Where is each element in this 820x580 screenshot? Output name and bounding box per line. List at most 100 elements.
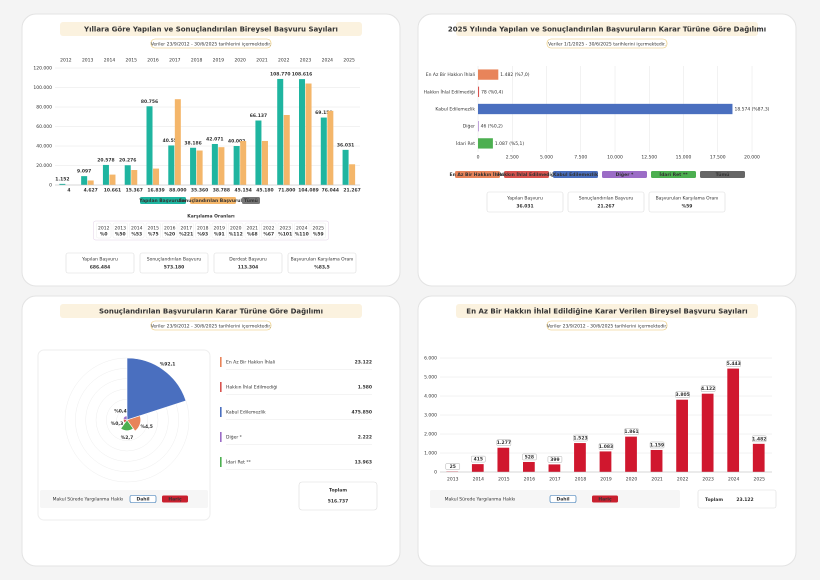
x-tick-label: 2022 xyxy=(278,58,290,64)
filter-button[interactable] xyxy=(130,495,156,503)
filter-button[interactable] xyxy=(162,495,188,503)
bar xyxy=(233,145,240,185)
ratio-cell xyxy=(211,222,227,239)
legend-button[interactable] xyxy=(602,171,647,178)
value-label: 46 (%0,2) xyxy=(481,124,503,130)
ratio-value: %20 xyxy=(164,232,175,238)
ratio-cell xyxy=(162,222,178,239)
polar-segment xyxy=(120,419,134,431)
value-label-box xyxy=(496,439,512,446)
summary-label: Sonuçlandırılan Başvuru xyxy=(579,196,634,202)
value-label: 38.788 xyxy=(213,188,230,194)
ratio-cell xyxy=(310,222,326,239)
filter-button[interactable] xyxy=(550,495,576,503)
value-label-box xyxy=(522,453,537,461)
value-label: %2,7 xyxy=(121,435,133,441)
value-label: 4.627 xyxy=(84,188,98,194)
title-bar xyxy=(60,22,362,36)
value-label-box xyxy=(752,435,767,443)
value-label-box xyxy=(598,443,614,450)
value-label: 5.443 xyxy=(727,361,741,367)
bar xyxy=(211,143,218,185)
x-tick-label: 2013 xyxy=(82,58,94,64)
bar xyxy=(87,180,94,185)
value-label-box xyxy=(547,456,563,463)
breakdown-value: 13.963 xyxy=(355,460,372,466)
value-label: 42.071 xyxy=(206,136,223,142)
filter-button[interactable] xyxy=(592,495,618,503)
legend-swatch xyxy=(220,382,222,392)
card xyxy=(21,13,401,287)
y-tick-label: 100.000 xyxy=(33,85,52,91)
value-label-box xyxy=(471,455,486,463)
summary-card xyxy=(486,191,564,213)
value-label-box xyxy=(700,385,716,392)
bar xyxy=(650,449,663,472)
x-tick-label: 2023 xyxy=(702,477,714,483)
bar xyxy=(240,140,247,185)
x-tick-label: 15.000 xyxy=(676,155,692,161)
ratio-value: %0 xyxy=(100,232,108,238)
x-tick-label: 2019 xyxy=(213,58,225,64)
ratio-year: 2019 xyxy=(214,226,226,232)
summary-card xyxy=(139,252,209,274)
legend-button-label: Diğer * xyxy=(616,172,634,178)
all-button[interactable] xyxy=(700,171,745,178)
x-tick-label: 12.500 xyxy=(641,155,657,161)
x-tick-label: 2019 xyxy=(600,477,612,483)
summary-value: 686.484 xyxy=(90,265,111,271)
legend-button[interactable] xyxy=(140,197,186,204)
legend-button[interactable] xyxy=(553,171,598,178)
filter-button-label: Dahil xyxy=(556,497,570,503)
legend-button-label: Sonuçlandırılan Başvurular xyxy=(179,198,248,204)
y-tick-label: 1.000 xyxy=(424,451,437,457)
note-pill xyxy=(546,320,668,331)
ratio-value: %59 xyxy=(313,232,324,238)
y-tick-label: 20.000 xyxy=(36,163,52,169)
bar xyxy=(320,117,327,185)
x-tick-label: 7.500 xyxy=(574,155,587,161)
summary-card xyxy=(287,252,357,274)
x-tick-label: 2018 xyxy=(191,58,203,64)
chart-title: Yıllara Göre Yapılan ve Sonuçlandırılan … xyxy=(83,26,338,34)
bar xyxy=(196,150,203,185)
ratio-year: 2025 xyxy=(313,226,325,232)
bar xyxy=(523,461,535,472)
bar xyxy=(255,120,262,185)
ratio-cell xyxy=(129,222,145,239)
legend-button[interactable] xyxy=(651,171,696,178)
chart-title: 2025 Yılında Yapılan ve Sonuçlandırılan … xyxy=(448,26,766,34)
legend-button[interactable] xyxy=(504,171,549,178)
bar xyxy=(174,99,181,185)
legend-button[interactable] xyxy=(455,171,500,178)
all-button[interactable] xyxy=(242,197,260,204)
bar xyxy=(727,368,740,472)
value-label: 415 xyxy=(474,457,483,463)
x-tick-label: 2017 xyxy=(169,58,181,64)
value-label: 35.360 xyxy=(191,188,208,194)
legend-button-label: En Az Bir Hakkın İhlali xyxy=(450,171,506,178)
summary-card xyxy=(567,191,645,213)
legend-button[interactable] xyxy=(190,197,236,204)
breakdown-value: 2.222 xyxy=(358,435,372,441)
x-tick-label: 2021 xyxy=(651,477,663,483)
y-tick-label: En Az Bir Hakkın İhlali xyxy=(426,71,475,78)
summary-label: Yapılan Başvuru xyxy=(81,257,118,263)
value-label: 36.031 xyxy=(337,142,354,148)
value-label: 4.122 xyxy=(701,386,715,392)
ratio-year: 2023 xyxy=(280,226,292,232)
value-label: 25 xyxy=(450,464,456,470)
note-pill xyxy=(150,320,272,331)
value-label: 1.482 xyxy=(752,436,766,442)
bar xyxy=(131,170,138,185)
filter-button-label: Hariç xyxy=(598,497,612,503)
total-box xyxy=(298,481,378,511)
value-label: 1.083 xyxy=(599,444,613,450)
ratio-year: 2017 xyxy=(181,226,193,232)
x-tick-label: 2.500 xyxy=(506,155,519,161)
ratio-cell xyxy=(145,222,161,239)
summary-card xyxy=(213,252,283,274)
summary-value: %83,5 xyxy=(314,265,330,271)
polar-segment xyxy=(126,357,187,421)
y-tick-label: 5.000 xyxy=(424,375,437,381)
